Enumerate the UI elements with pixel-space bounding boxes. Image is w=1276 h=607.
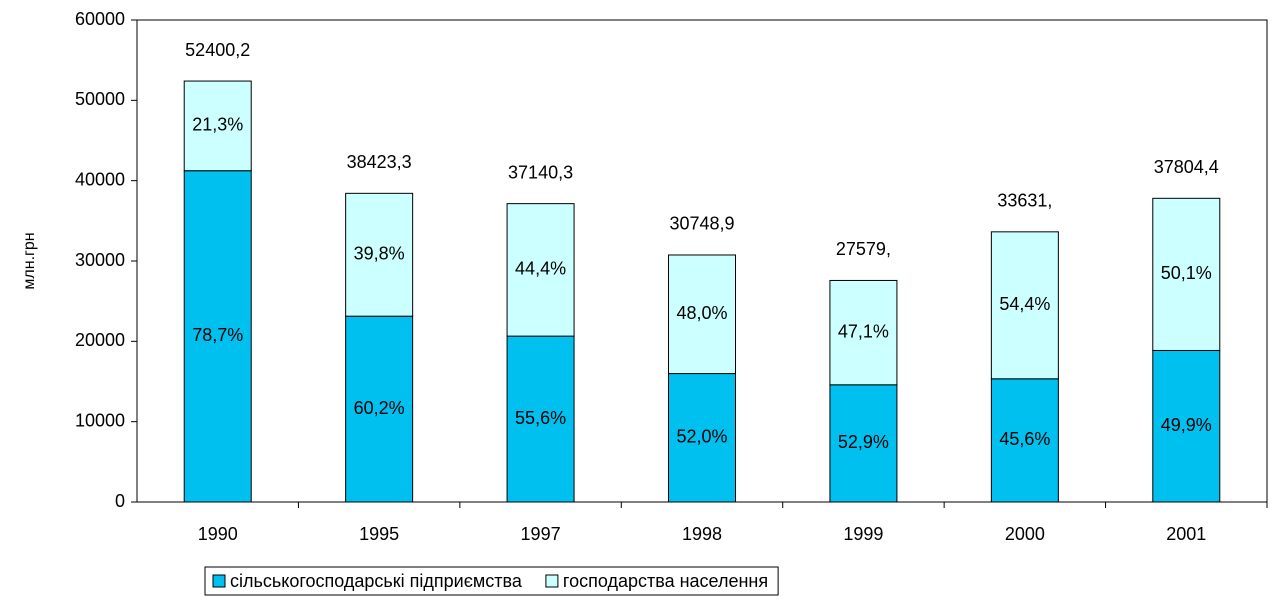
data-label: 49,9% [1161, 415, 1212, 435]
legend-label: господарства населення [563, 571, 768, 591]
bar-segment [1152, 197, 1221, 351]
data-label: 52,0% [676, 427, 727, 447]
total-label: 37140,3 [508, 162, 573, 182]
data-label: 78,7% [192, 325, 243, 345]
data-label: 52,9% [838, 432, 889, 452]
legend-box [204, 566, 779, 596]
data-label: 21,3% [192, 115, 243, 135]
x-tick-label: 1999 [843, 524, 883, 544]
data-label: 39,8% [354, 244, 405, 264]
bar-segment [183, 80, 252, 172]
bar-segment [183, 170, 252, 503]
x-tick-label: 2001 [1166, 524, 1206, 544]
bar-segment [829, 384, 898, 503]
legend-swatch [212, 574, 226, 588]
bar-segment [829, 279, 898, 386]
y-tick-label: 10000 [75, 410, 125, 430]
data-label: 48,0% [676, 303, 727, 323]
data-label: 50,1% [1161, 263, 1212, 283]
data-label: 60,2% [354, 398, 405, 418]
data-label: 44,4% [515, 259, 566, 279]
x-tick-label: 1990 [198, 524, 238, 544]
y-tick-label: 40000 [75, 169, 125, 189]
y-tick-label: 50000 [75, 89, 125, 109]
total-label: 33631, [997, 191, 1052, 211]
total-label: 27579, [836, 239, 891, 259]
y-tick-label: 0 [115, 491, 125, 511]
bar-segment [668, 254, 736, 375]
data-label: 54,4% [999, 294, 1050, 314]
bar-segment [506, 203, 575, 337]
total-label: 52400,2 [185, 40, 250, 60]
total-label: 37804,4 [1154, 157, 1219, 177]
data-label: 45,6% [999, 429, 1050, 449]
x-tick-label: 1997 [521, 524, 561, 544]
total-label: 30748,9 [669, 214, 734, 234]
data-label: 47,1% [838, 321, 889, 341]
y-tick-label: 60000 [75, 9, 125, 29]
data-label: 55,6% [515, 408, 566, 428]
bar-segment [990, 378, 1059, 503]
y-axis-label: млн.грн [21, 232, 38, 289]
legend-swatch [545, 574, 559, 588]
y-tick-label: 30000 [75, 250, 125, 270]
bar-segment [345, 192, 414, 317]
bar-segment [668, 373, 736, 503]
x-tick-label: 2000 [1005, 524, 1045, 544]
y-tick-label: 20000 [75, 330, 125, 350]
bar-segment [345, 315, 414, 503]
x-tick-label: 1995 [359, 524, 399, 544]
legend-label: сільськогосподарські підприємства [230, 571, 523, 591]
bar-segment [990, 231, 1059, 380]
total-label: 38423,3 [347, 152, 412, 172]
x-tick-label: 1998 [682, 524, 722, 544]
